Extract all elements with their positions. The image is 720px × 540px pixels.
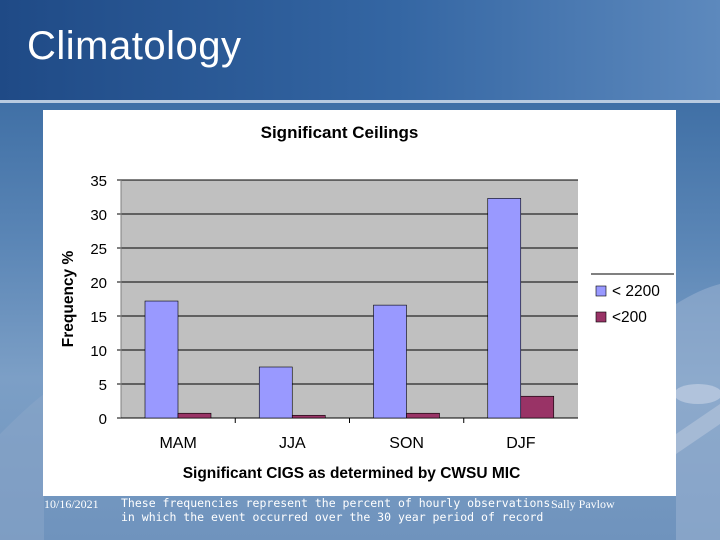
x-tick-label: MAM xyxy=(159,435,196,452)
y-tick-label: 5 xyxy=(99,377,107,394)
y-tick-label: 30 xyxy=(90,207,107,224)
legend-label: <200 xyxy=(612,309,647,326)
footer-author: Sally Pavlow xyxy=(551,497,615,511)
bar xyxy=(520,395,555,419)
y-tick-label: 15 xyxy=(90,309,107,326)
y-tick-label: 20 xyxy=(90,275,107,292)
footer-date: 10/16/2021 xyxy=(44,497,99,511)
title-band xyxy=(0,0,720,100)
bar xyxy=(258,366,293,419)
airplane-background-graphic xyxy=(0,284,720,540)
title-underline xyxy=(0,100,720,103)
x-axis-label: Significant CIGS as determined by CWSU M… xyxy=(183,465,521,482)
slide-title: Climatology xyxy=(27,24,242,68)
legend-swatch xyxy=(595,285,607,297)
bar xyxy=(406,412,440,419)
bar xyxy=(487,198,522,419)
legend-label: < 2200 xyxy=(612,283,660,300)
chart-panel: 0 5 10 15 20 25 30 35 MAM JJA SON DJF Significant Ce… xyxy=(43,110,676,496)
x-tick-label: DJF xyxy=(506,435,536,452)
bar-chart: 0 5 10 15 20 25 30 35 MAM JJA SON DJF Significant Ce… xyxy=(60,123,674,482)
chart-title: Significant Ceilings xyxy=(261,123,419,142)
bar xyxy=(373,304,407,419)
bar xyxy=(144,300,179,419)
bar xyxy=(177,412,212,419)
y-axis-label: Frequency % xyxy=(60,251,77,348)
footer-note: These frequencies represent the percent … xyxy=(121,496,551,524)
y-tick-label: 35 xyxy=(90,173,107,190)
y-tick-label: 10 xyxy=(90,343,107,360)
y-tick-label: 0 xyxy=(99,411,107,428)
bar xyxy=(291,414,326,419)
x-tick-label: SON xyxy=(389,435,424,452)
y-tick-label: 25 xyxy=(90,241,107,258)
legend-swatch xyxy=(595,311,607,323)
x-tick-label: JJA xyxy=(279,435,306,452)
